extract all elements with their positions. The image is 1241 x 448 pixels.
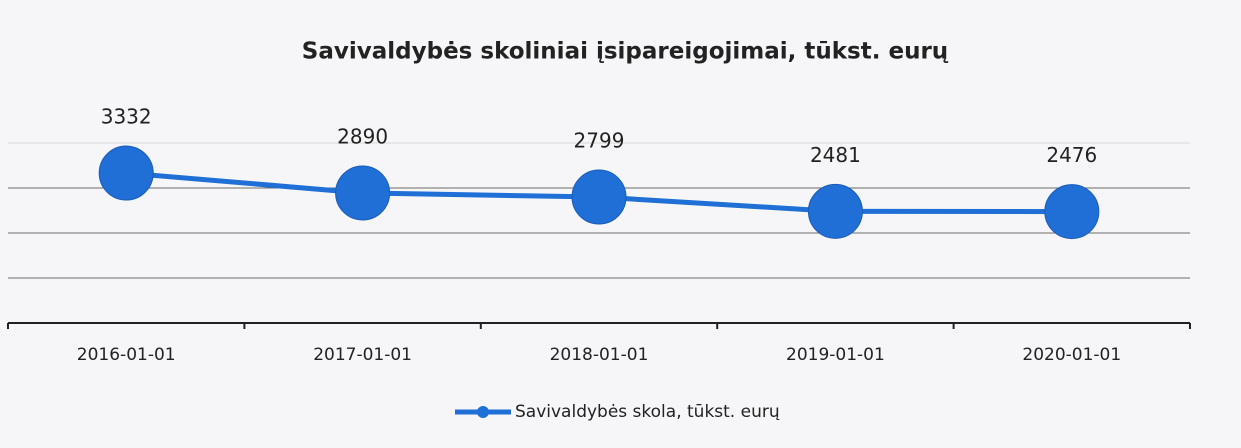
x-tick-label: 2018-01-01	[550, 345, 649, 365]
x-tick-label: 2019-01-01	[786, 345, 885, 365]
legend-label: Savivaldybės skola, tūkst. eurų	[515, 402, 780, 422]
x-tick-label: 2020-01-01	[1022, 345, 1121, 365]
data-label: 2799	[574, 129, 625, 153]
marker	[335, 165, 391, 221]
marker	[1044, 184, 1100, 240]
marker	[98, 145, 154, 201]
data-label: 2890	[337, 124, 388, 148]
marker	[807, 183, 863, 239]
data-label: 2481	[810, 143, 861, 167]
x-tick-label: 2016-01-01	[77, 345, 176, 365]
marker	[571, 169, 627, 225]
data-label: 2476	[1046, 143, 1097, 167]
legend-marker	[477, 406, 489, 418]
x-tick-label: 2017-01-01	[313, 345, 412, 365]
chart-title: Savivaldybės skoliniai įsipareigojimai, …	[302, 39, 949, 65]
data-label: 3332	[101, 105, 152, 129]
